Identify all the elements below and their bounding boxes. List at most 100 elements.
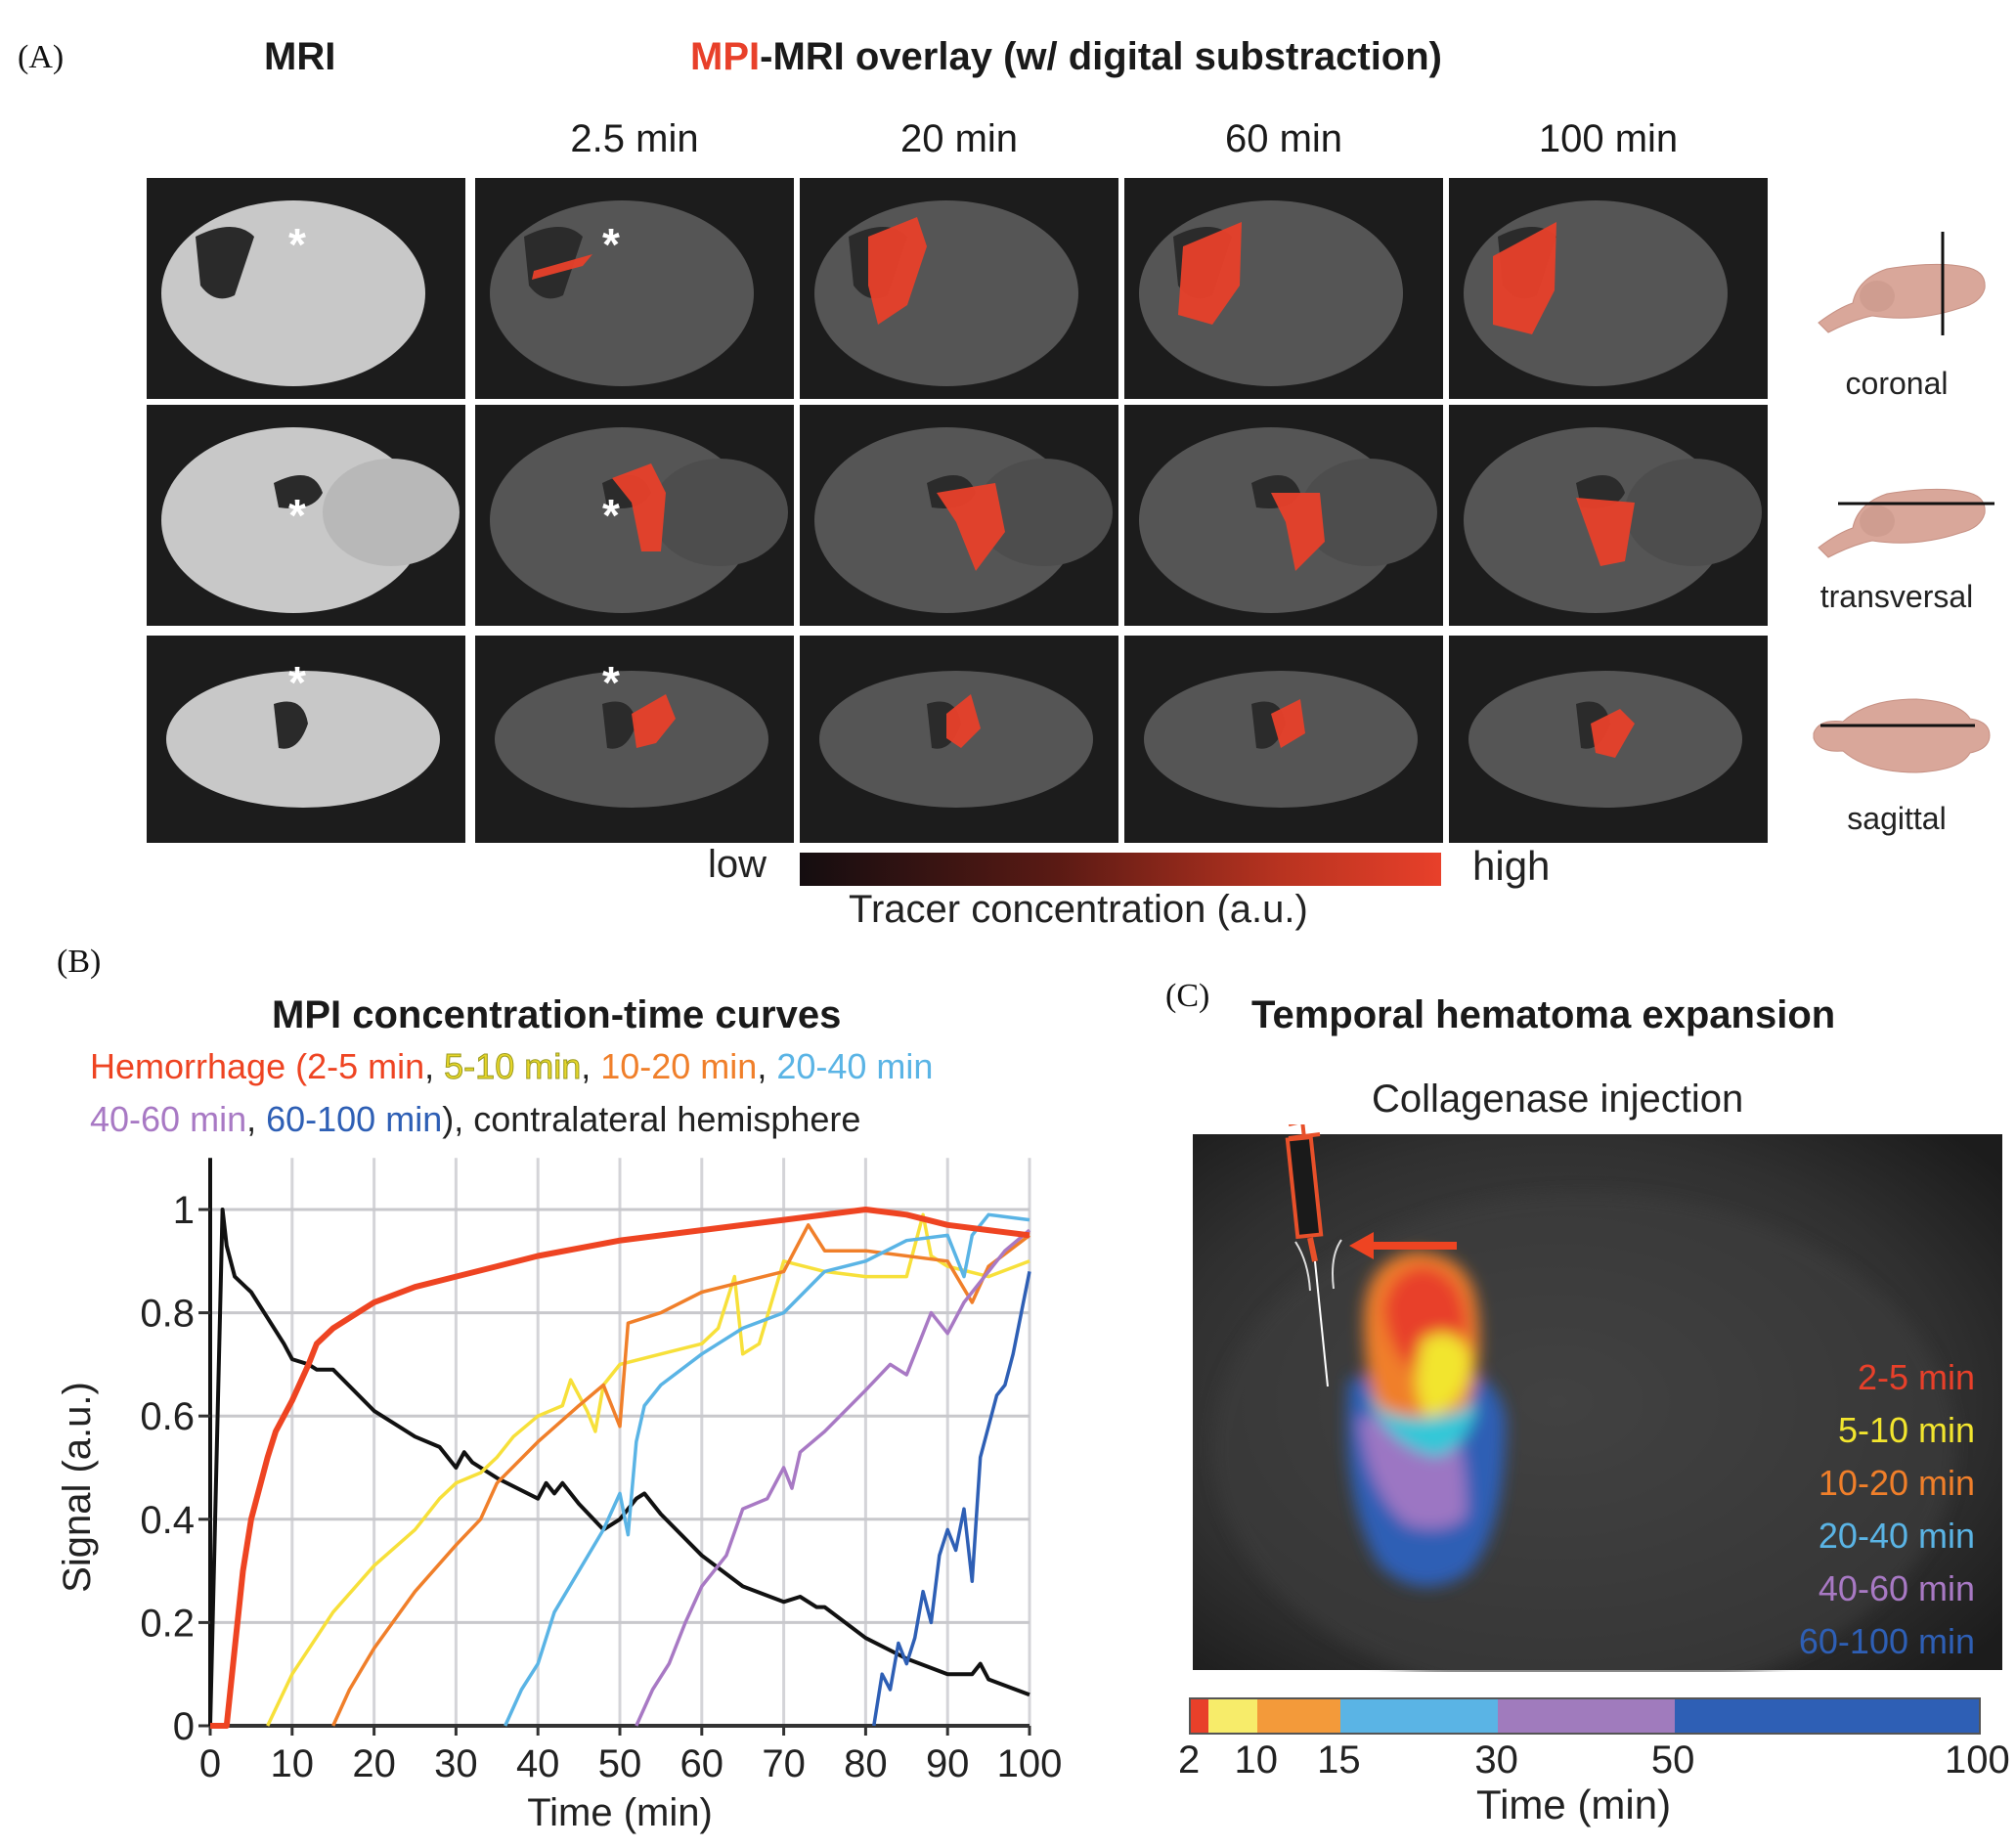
- brain-slice: [814, 200, 1078, 386]
- overlay-image: [1447, 634, 1770, 845]
- mri-image: *: [145, 176, 467, 401]
- x-tick-label: 0: [199, 1742, 221, 1785]
- time-colorbar-ticks: 2 10 15 30 50 100: [1178, 1733, 2010, 1782]
- y-tick-label: 0.4: [140, 1499, 195, 1542]
- brain-slice: [495, 671, 768, 808]
- legend-item: 60-100 min: [266, 1099, 443, 1139]
- hematoma-legend-item: 10-20 min: [1818, 1463, 1975, 1503]
- tracer-overlay: [1493, 222, 1556, 334]
- brain-lateral-icon: [1818, 488, 1994, 558]
- brain-slice: [1300, 459, 1437, 566]
- time-segment: [1674, 1699, 1979, 1733]
- brain-slice: [490, 200, 754, 386]
- hematoma-map: [1347, 1252, 1506, 1587]
- time-tick-label: 2: [1178, 1738, 1201, 1782]
- panel-c-title: Temporal hematoma expansion: [1251, 993, 1836, 1036]
- y-tick-label: 0: [173, 1705, 195, 1748]
- panel-b-label: (B): [57, 944, 102, 980]
- asterisk-marker: *: [288, 657, 306, 708]
- hematoma-legend-item: 5-10 min: [1837, 1410, 1975, 1450]
- timepoint-label: 2.5 min: [570, 117, 699, 160]
- overlay-header-rest: -MRI overlay (w/ digital substraction): [760, 35, 1442, 78]
- colorbar-high-label: high: [1472, 843, 1551, 889]
- x-tick-label: 90: [926, 1742, 970, 1785]
- overlay-image: [1447, 403, 1770, 628]
- overlay-image: *: [473, 403, 796, 628]
- time-tick-label: 30: [1474, 1738, 1518, 1782]
- tracer-overlay: [946, 694, 981, 748]
- x-tick-label: 30: [434, 1742, 478, 1785]
- series-line-5-10-min: [266, 1212, 1030, 1727]
- legend-sep: ,: [581, 1046, 601, 1086]
- time-segment: [1191, 1699, 1208, 1733]
- timepoint-label: 100 min: [1538, 117, 1679, 160]
- brain-dorsal-icon: [1813, 698, 1991, 773]
- overlay-image: *: [473, 634, 796, 845]
- time-tick-label: 100: [1945, 1738, 2010, 1782]
- legend-item: 2-5 min: [307, 1046, 425, 1086]
- panel-c-label: (C): [1165, 978, 1210, 1014]
- orientation-label: sagittal: [1847, 801, 1947, 836]
- brain-slice: [166, 671, 440, 808]
- overlay-image: *: [473, 176, 796, 401]
- legend-close: ),: [442, 1099, 474, 1139]
- time-segment: [1257, 1699, 1341, 1733]
- tracer-overlay: [1271, 493, 1325, 571]
- tracer-overlay: [1271, 699, 1305, 748]
- orientation-coronal: coronal: [1799, 210, 1994, 406]
- tracer-overlay: [868, 217, 927, 325]
- time-segment: [1207, 1699, 1258, 1733]
- legend-hemorrhage: Hemorrhage (: [90, 1046, 308, 1086]
- lesion-dark: [524, 227, 583, 299]
- colorbar-title: Tracer concentration (a.u.): [849, 888, 1308, 931]
- lesion-dark: [196, 227, 254, 299]
- orientation-label: transversal: [1819, 579, 1974, 614]
- overlay-image: [1122, 403, 1445, 628]
- mri-image: *: [145, 634, 467, 845]
- brain-slice: [651, 459, 788, 566]
- lesion-dark: [274, 701, 308, 749]
- asterisk-marker: *: [602, 657, 620, 708]
- x-tick-label: 70: [762, 1742, 806, 1785]
- overlay-image: [798, 634, 1120, 845]
- overlay-image: [1122, 176, 1445, 401]
- chart-legend-line-1: Hemorrhage (2-5 min, 5-10 min, 10-20 min…: [90, 1046, 933, 1087]
- series-line-60-100-min: [872, 1271, 1031, 1727]
- timepoint-label: 20 min: [899, 117, 1019, 160]
- colorbar-low-label: low: [708, 843, 767, 886]
- hematoma-legend-item: 60-100 min: [1798, 1621, 1975, 1661]
- overlay-header: MPI-MRI overlay (w/ digital substraction…: [690, 35, 1442, 79]
- legend-contralateral: contralateral hemisphere: [473, 1099, 861, 1139]
- arrow-icon: [1349, 1232, 1457, 1259]
- x-tick-label: 20: [352, 1742, 396, 1785]
- brain-lateral-icon: [1818, 232, 1986, 335]
- hematoma-legend-item: 40-60 min: [1818, 1568, 1975, 1608]
- skull-mark-right: [1332, 1239, 1342, 1290]
- x-tick-label: 40: [516, 1742, 560, 1785]
- mri-header: MRI: [264, 35, 336, 78]
- injection-label: Collagenase injection: [1372, 1078, 1744, 1121]
- needle: [1314, 1260, 1329, 1387]
- y-tick-label: 1: [173, 1189, 195, 1232]
- lesion-dark: [274, 475, 323, 508]
- asterisk-marker: *: [288, 490, 306, 541]
- chart-title: MPI concentration-time curves: [272, 993, 842, 1036]
- panel-a-label: (A): [18, 39, 65, 75]
- hematoma-image: [1193, 1124, 2002, 1672]
- time-segment: [1498, 1699, 1675, 1733]
- brain-slice: [1139, 200, 1403, 386]
- panel-c-legend: 2-5 min 5-10 min 10-20 min 20-40 min 40-60 m…: [1682, 1357, 1975, 1674]
- y-tick-label: 0.6: [140, 1395, 195, 1438]
- series-line-40-60-min: [635, 1228, 1031, 1727]
- series-line-10-20-min: [331, 1223, 1031, 1727]
- series-line-2-5-min: [210, 1207, 1030, 1729]
- asterisk-marker: *: [602, 219, 620, 270]
- hematoma-legend-item: 20-40 min: [1818, 1516, 1975, 1556]
- x-tick-label: 10: [271, 1742, 315, 1785]
- x-tick-label: 100: [997, 1742, 1063, 1785]
- lesion-dark: [602, 701, 636, 749]
- x-tick-label: 50: [598, 1742, 642, 1785]
- legend-item: 10-20 min: [600, 1046, 758, 1086]
- brain-slice: [1625, 459, 1762, 566]
- overlay-image: [798, 403, 1120, 628]
